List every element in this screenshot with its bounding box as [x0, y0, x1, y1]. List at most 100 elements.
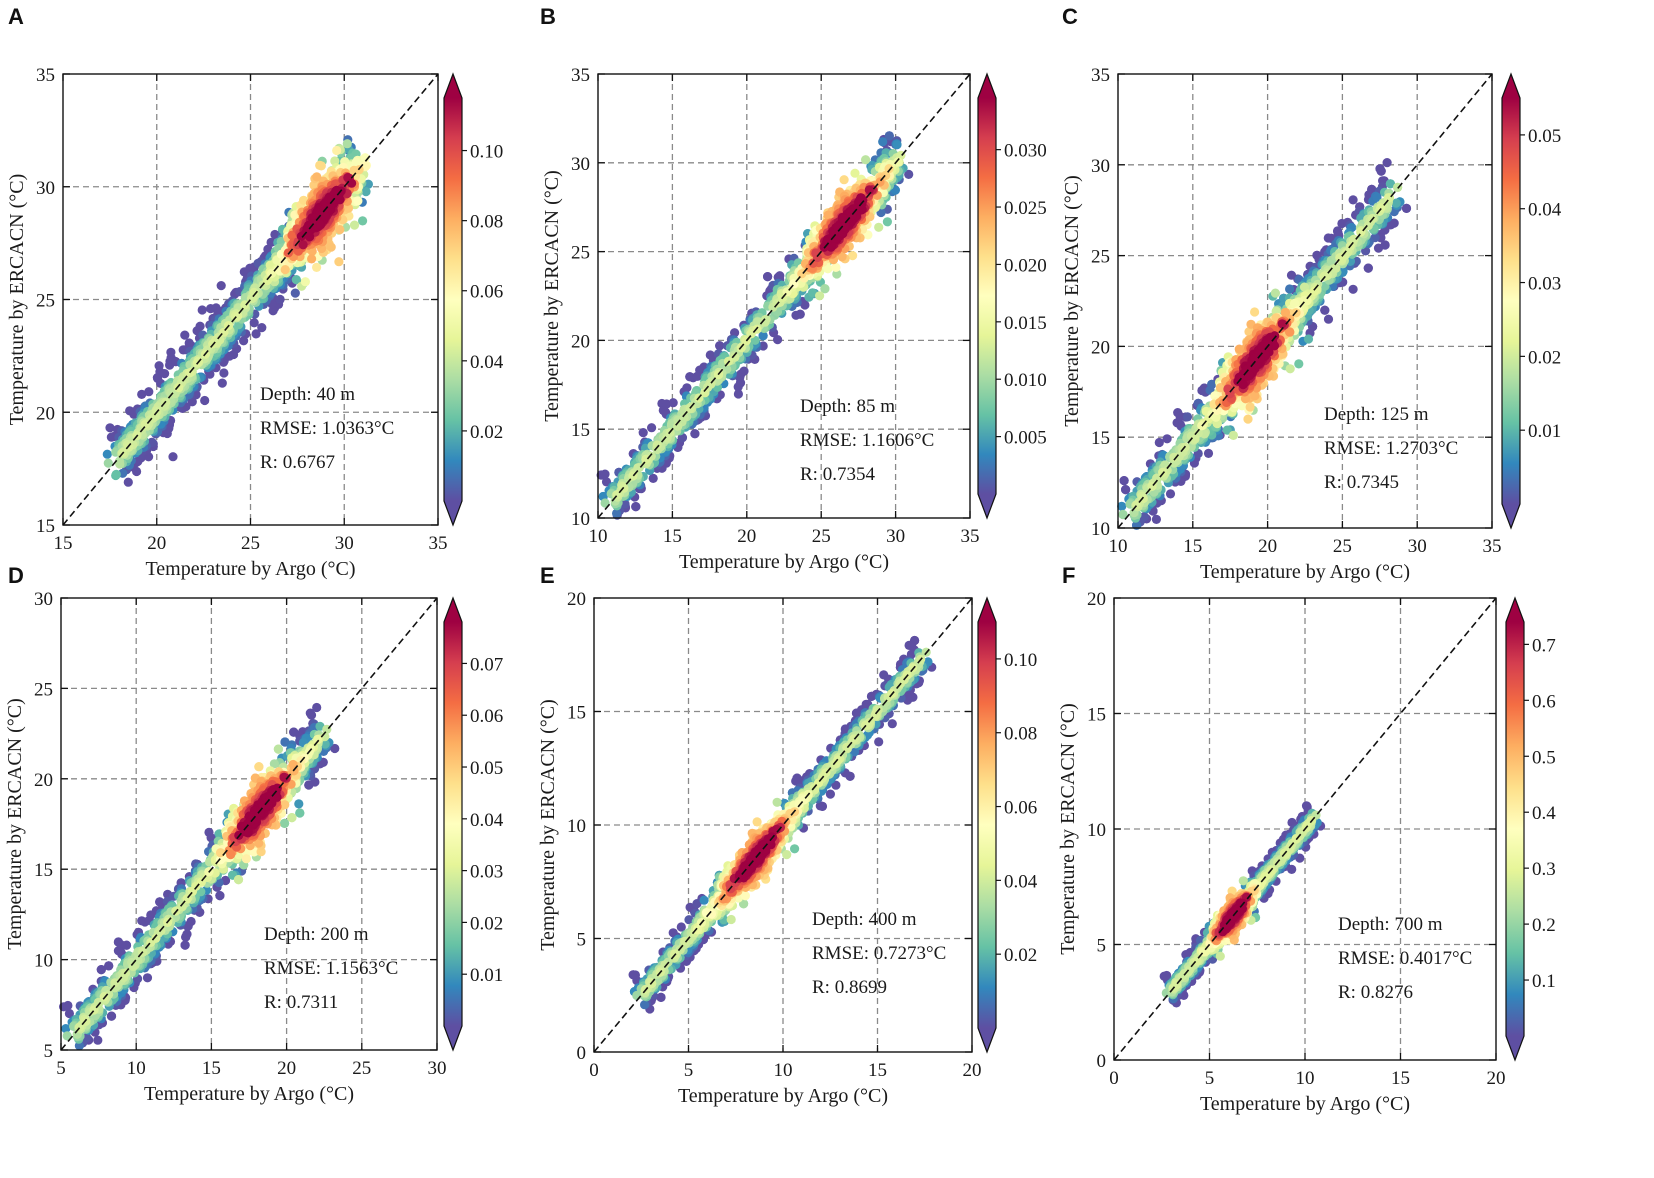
y-tick-label: 20	[36, 403, 55, 424]
annotation-depth: Depth: 40 m	[260, 384, 355, 405]
colorbar-tick-label: 0.030	[1004, 141, 1047, 162]
x-tick-label: 10	[589, 526, 608, 547]
scatter-point	[1182, 412, 1193, 422]
scatter-point	[332, 145, 342, 156]
scatter-points	[596, 131, 914, 520]
scatter-point	[315, 220, 326, 230]
scatter-point	[342, 139, 352, 149]
scatter-point	[800, 300, 810, 310]
scatter-point	[312, 172, 322, 182]
scatter-point	[831, 262, 841, 272]
y-tick-label: 35	[36, 65, 55, 86]
scatter-point	[123, 477, 133, 487]
y-tick-label: 15	[1091, 428, 1110, 449]
x-tick-label: 25	[1333, 536, 1352, 557]
scatter-point	[1270, 288, 1280, 298]
scatter-point	[142, 973, 153, 983]
scatter-point	[63, 1000, 73, 1011]
scatter-point	[217, 378, 227, 388]
x-tick-label: 15	[1183, 536, 1202, 557]
scatter-point	[1320, 305, 1330, 315]
annotation-depth: Depth: 85 m	[800, 396, 895, 417]
scatter-point	[111, 469, 121, 479]
scatter-point	[1121, 485, 1131, 495]
scatter-point	[290, 288, 300, 298]
scatter-point	[275, 294, 285, 304]
scatter-point	[1154, 437, 1164, 448]
scatter-point	[1285, 364, 1295, 374]
panel-letter: A	[8, 4, 24, 29]
scatter-point	[268, 306, 278, 316]
scatter-point	[1373, 243, 1384, 253]
scatter-point	[874, 222, 884, 232]
scatter-point	[1165, 489, 1176, 499]
scatter-point	[1162, 434, 1172, 444]
colorbar-tick-label: 0.05	[1528, 126, 1561, 147]
x-tick-label: 35	[1483, 536, 1502, 557]
x-axis-label: Temperature by Argo (°C)	[145, 558, 355, 580]
colorbar-tick-label: 0.025	[1004, 198, 1047, 219]
scatter-point	[215, 891, 225, 901]
scatter-point	[791, 310, 801, 320]
x-tick-label: 35	[429, 533, 448, 554]
annotation-rmse: RMSE: 1.1606°C	[800, 430, 934, 451]
y-axis-label: Temperature by ERCACN (°C)	[6, 174, 28, 426]
annotation-depth: Depth: 125 m	[1324, 404, 1429, 425]
scatter-point	[647, 423, 657, 433]
x-axis-label: Temperature by Argo (°C)	[1200, 561, 1410, 583]
colorbar-tick-label: 0.020	[1004, 255, 1047, 276]
colorbar-gradient	[978, 98, 996, 494]
panel-letter: B	[540, 4, 556, 29]
y-tick-label: 25	[36, 291, 55, 312]
y-axis-label: Temperature by ERCACN (°C)	[541, 170, 563, 422]
scatter-point	[219, 368, 229, 378]
colorbar-gradient	[1502, 98, 1520, 504]
colorbar-max-extend	[978, 74, 996, 98]
colorbar-min-extend	[444, 501, 462, 525]
scatter-points	[102, 135, 373, 487]
colorbar-tick-label: 0.04	[1528, 200, 1562, 221]
scatter-point	[361, 187, 371, 197]
scatter-point	[1401, 203, 1412, 213]
annotation-rmse: RMSE: 1.2703°C	[1324, 438, 1458, 459]
scatter-point	[892, 140, 902, 150]
colorbar-tick-label: 0.10	[470, 142, 503, 163]
y-tick-label: 25	[1091, 247, 1110, 268]
scatter-point	[106, 1011, 117, 1021]
scatter-point	[216, 281, 226, 291]
scatter-point	[353, 196, 363, 206]
scatter-point	[839, 175, 849, 185]
scatter-point	[105, 423, 115, 433]
panel-letter: D	[8, 563, 24, 588]
x-tick-label: 35	[961, 526, 980, 547]
scatter-point	[861, 155, 871, 165]
scatter-point	[104, 961, 114, 971]
scatter-point	[121, 940, 132, 950]
scatter-point	[93, 1035, 103, 1045]
y-tick-label: 15	[571, 420, 590, 441]
scatter-point	[305, 708, 315, 718]
scatter-point	[257, 323, 267, 333]
scatter-point	[1243, 414, 1253, 424]
y-tick-label: 35	[571, 65, 590, 86]
scatter-point	[326, 195, 337, 205]
x-tick-label: 30	[1408, 536, 1427, 557]
colorbar-tick-label: 0.015	[1004, 313, 1047, 334]
scatter-point	[312, 262, 322, 272]
x-tick-label: 15	[663, 526, 682, 547]
colorbar: 0.020.040.060.080.10	[443, 72, 504, 527]
scatter-point	[249, 318, 259, 328]
scatter-point	[1285, 284, 1295, 294]
y-tick-label: 20	[1091, 337, 1110, 358]
scatter-point	[174, 383, 184, 393]
scatter-point	[733, 389, 744, 399]
scatter-point	[320, 211, 330, 221]
y-tick-label: 30	[571, 154, 590, 175]
scatter-point	[828, 233, 839, 243]
colorbar: 0.010.020.030.040.05	[1501, 72, 1562, 530]
scatter-point	[124, 442, 134, 452]
scatter-point	[1265, 332, 1275, 342]
scatter-point	[1245, 402, 1255, 412]
